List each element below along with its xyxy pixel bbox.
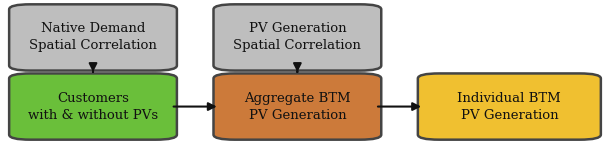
Text: PV Generation
Spatial Correlation: PV Generation Spatial Correlation: [234, 22, 361, 52]
FancyBboxPatch shape: [214, 73, 381, 140]
FancyBboxPatch shape: [9, 4, 177, 71]
FancyBboxPatch shape: [9, 73, 177, 140]
Text: Aggregate BTM
PV Generation: Aggregate BTM PV Generation: [244, 92, 351, 122]
Text: Customers
with & without PVs: Customers with & without PVs: [28, 92, 158, 122]
FancyBboxPatch shape: [214, 4, 381, 71]
FancyBboxPatch shape: [418, 73, 601, 140]
Text: Individual BTM
PV Generation: Individual BTM PV Generation: [458, 92, 561, 122]
Text: Native Demand
Spatial Correlation: Native Demand Spatial Correlation: [29, 22, 157, 52]
